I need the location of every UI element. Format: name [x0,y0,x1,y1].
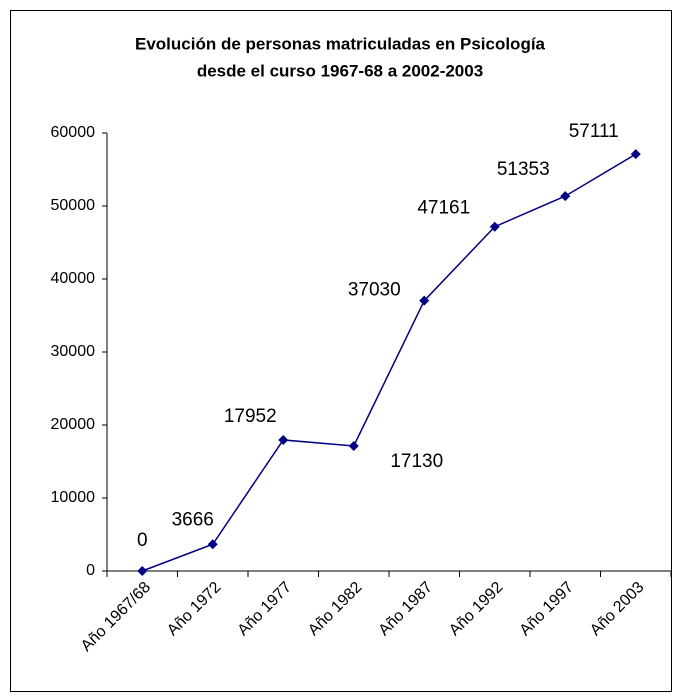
data-label: 47161 [417,198,470,219]
y-tick-label: 60000 [51,124,96,141]
point [278,434,289,445]
point [489,221,500,232]
chart-title: Evolución de personas matriculadas en Ps… [135,34,546,53]
point [348,440,359,451]
point [630,149,641,160]
data-label: 17952 [224,406,277,427]
point [137,566,148,576]
y-tick-label: 40000 [51,270,96,287]
data-label: 37030 [348,280,401,301]
series-line [141,153,637,572]
data-label: 57111 [569,121,619,142]
y-tick-label: 50000 [51,197,96,214]
chart-title: desde el curso 1967-68 a 2002-2003 [197,61,483,80]
data-label: 0 [137,530,148,551]
y-tick-label: 30000 [51,343,96,360]
data-label: 3666 [172,509,214,530]
point [207,539,218,550]
point [560,191,571,202]
data-label: 51353 [497,159,550,180]
y-tick-label: 0 [86,562,95,579]
y-tick-label: 20000 [51,416,96,433]
y-tick-label: 10000 [51,489,96,506]
point [419,295,430,306]
chart-frame [10,10,672,692]
data-label: 17130 [390,451,443,472]
